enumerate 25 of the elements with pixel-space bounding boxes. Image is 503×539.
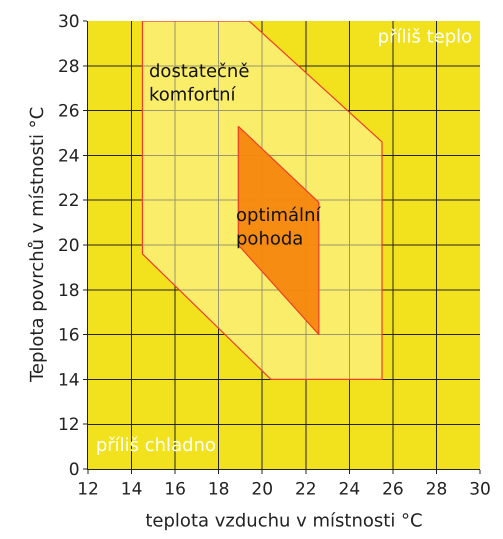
x-tick-label: 28 — [426, 479, 448, 500]
x-tick-label: 20 — [251, 479, 274, 500]
x-tick-label: 12 — [77, 479, 99, 500]
x-tick-label: 18 — [208, 479, 230, 500]
y-tick-label: 12 — [58, 415, 80, 436]
y-tick-label: 20 — [58, 236, 80, 256]
x-tick-label: 26 — [382, 479, 404, 500]
y-tick-label: 26 — [58, 102, 80, 122]
x-tick-label: 22 — [294, 479, 317, 500]
series-label: optimální pohoda — [236, 205, 322, 250]
y-axis-title: Teplota povrchů v místnosti °C — [27, 106, 48, 384]
y-tick-label: 22 — [58, 191, 80, 212]
series-label: dostatečně komfortní — [149, 61, 250, 106]
y-tick-label: 28 — [58, 56, 80, 77]
y-tick-label: 16 — [58, 326, 80, 346]
x-tick-label: 24 — [338, 479, 360, 500]
y-tick-label: 14 — [58, 370, 80, 390]
y-tick-label: 30 — [58, 12, 80, 32]
y-tick-label: 18 — [58, 280, 80, 301]
x-tick-label: 14 — [120, 479, 142, 500]
x-axis-title: teplota vzduchu v místnosti °C — [145, 510, 423, 532]
x-tick-label: 30 — [469, 479, 491, 500]
y-tick-label: 0 — [68, 460, 80, 480]
x-tick-label: 16 — [164, 479, 186, 500]
y-tick-label: 24 — [58, 146, 80, 166]
